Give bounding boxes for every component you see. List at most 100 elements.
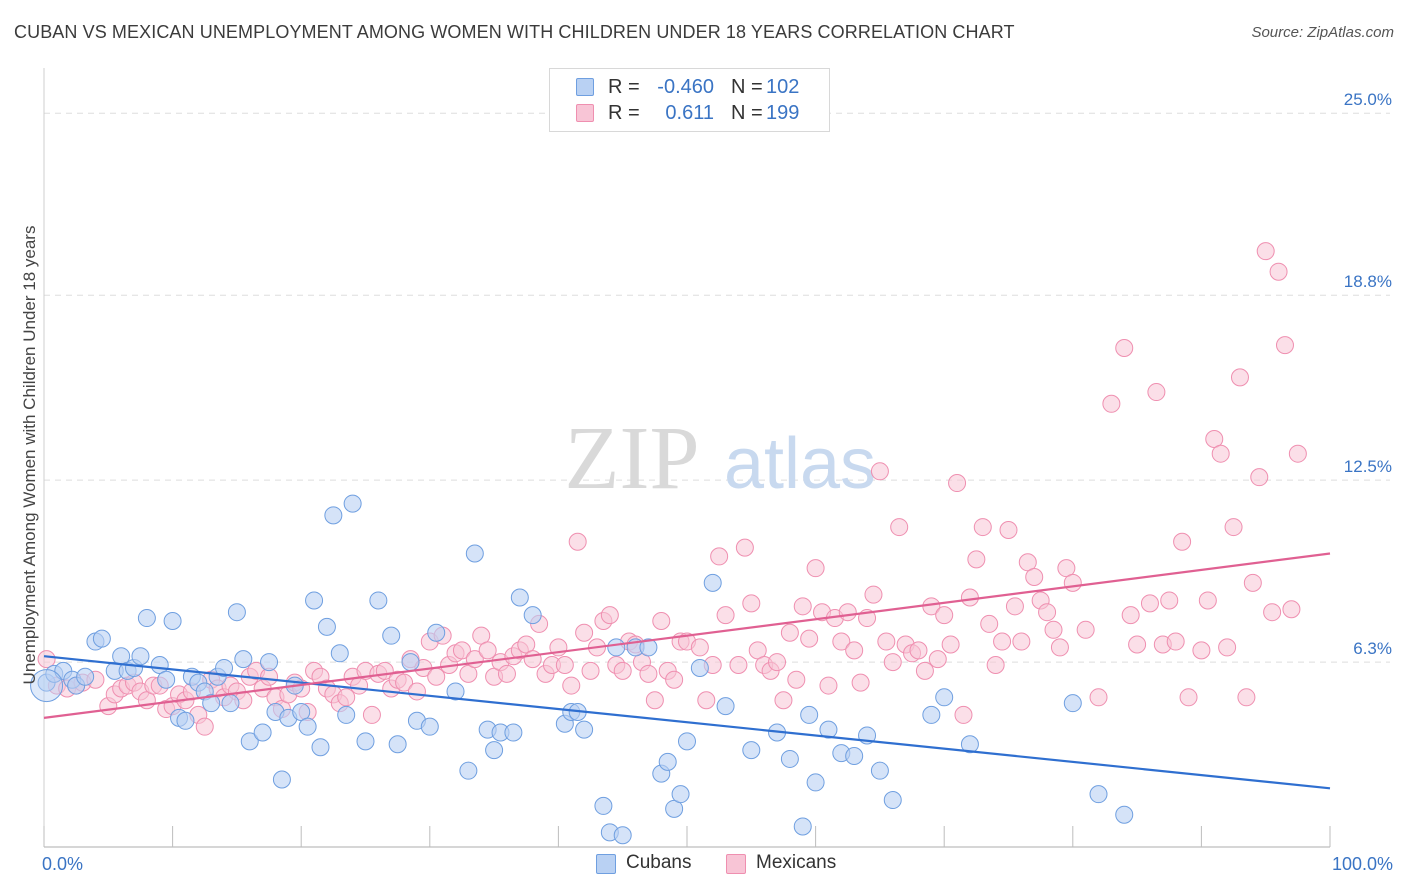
data-point-cubans: [510, 588, 529, 607]
data-point-cubans: [935, 688, 954, 707]
y-tick-label: 25.0%: [1344, 90, 1392, 109]
data-point-mexicans: [806, 559, 825, 578]
data-point-mexicans: [941, 635, 960, 654]
watermark-atlas: atlas: [724, 424, 876, 504]
data-point-cubans: [485, 741, 504, 760]
data-point-cubans: [780, 749, 799, 768]
data-point-mexicans: [768, 653, 787, 672]
data-point-mexicans: [1038, 603, 1057, 622]
data-point-cubans: [92, 629, 111, 648]
legend-row-cubans: R = -0.460 N = 102: [550, 76, 829, 100]
data-point-mexicans: [523, 650, 542, 669]
data-point-cubans: [845, 747, 864, 766]
data-point-mexicans: [729, 656, 748, 675]
data-point-cubans: [343, 494, 362, 513]
data-point-mexicans: [1076, 620, 1095, 639]
data-point-mexicans: [800, 629, 819, 648]
data-point-mexicans: [1115, 339, 1134, 358]
data-point-cubans-large: [30, 669, 64, 703]
x-tick-label: 0.0%: [42, 854, 83, 874]
data-point-mexicans: [395, 673, 414, 692]
data-point-mexicans: [993, 632, 1012, 651]
data-point-mexicans: [1179, 688, 1198, 707]
data-point-mexicans: [1166, 632, 1185, 651]
watermark: ZIP atlas: [565, 409, 877, 508]
data-point-mexicans: [1224, 518, 1243, 537]
trend-lines: [43, 552, 1331, 790]
legend-n-value: 102: [766, 76, 800, 98]
data-point-mexicans: [581, 661, 600, 680]
data-point-cubans: [1063, 694, 1082, 713]
data-point-cubans: [388, 735, 407, 754]
data-point-mexicans: [716, 606, 735, 625]
legend-swatch-cubans: [596, 854, 616, 874]
data-point-mexicans: [954, 705, 973, 724]
data-point-mexicans: [1089, 688, 1108, 707]
data-point-mexicans: [1256, 242, 1275, 261]
data-point-mexicans: [928, 650, 947, 669]
data-point-mexicans: [870, 462, 889, 481]
data-point-mexicans: [337, 688, 356, 707]
data-point-cubans: [227, 603, 246, 622]
data-point-mexicans: [832, 632, 851, 651]
data-point-cubans: [420, 717, 439, 736]
data-point-cubans: [298, 717, 317, 736]
y-tick-label: 6.3%: [1353, 639, 1392, 658]
data-point-mexicans: [960, 588, 979, 607]
data-point-mexicans: [774, 691, 793, 710]
data-point-mexicans: [1263, 603, 1282, 622]
data-point-mexicans: [999, 521, 1018, 540]
data-point-cubans: [594, 796, 613, 815]
data-point-cubans: [330, 644, 349, 663]
series-legend: Cubans Mexicans: [596, 852, 856, 878]
data-point-mexicans: [427, 667, 446, 686]
data-point-mexicans: [973, 518, 992, 537]
data-point-cubans: [465, 544, 484, 563]
y-tick-labels: 6.3% 12.5% 18.8% 25.0%: [1344, 90, 1392, 658]
data-point-cubans: [742, 741, 761, 760]
data-point-cubans: [716, 697, 735, 716]
data-point-mexicans: [1160, 591, 1179, 610]
data-point-mexicans: [735, 538, 754, 557]
data-point-cubans: [639, 638, 658, 657]
data-point-cubans: [446, 682, 465, 701]
data-point-cubans: [240, 732, 259, 751]
legend-r-value: -0.460: [657, 76, 714, 98]
data-point-cubans: [157, 670, 176, 689]
data-point-mexicans: [555, 656, 574, 675]
data-point-cubans: [459, 761, 478, 780]
data-point-cubans: [337, 705, 356, 724]
series-mexicans: [37, 242, 1307, 736]
y-axis-label: Unemployment Among Women with Children U…: [20, 225, 39, 685]
data-point-mexicans: [780, 623, 799, 642]
data-point-mexicans: [877, 632, 896, 651]
x-tick-label: 100.0%: [1332, 854, 1393, 874]
data-point-mexicans: [1102, 394, 1121, 413]
data-point-cubans: [317, 617, 336, 636]
legend-r-label: R =: [608, 76, 640, 98]
data-point-cubans: [234, 650, 253, 669]
data-point-cubans: [819, 720, 838, 739]
data-point-mexicans: [838, 603, 857, 622]
data-point-mexicans: [1243, 573, 1262, 592]
data-point-mexicans: [967, 550, 986, 569]
data-point-cubans: [131, 647, 150, 666]
data-point-cubans: [703, 573, 722, 592]
data-point-mexicans: [1192, 641, 1211, 660]
data-point-cubans: [324, 506, 343, 525]
data-point-mexicans: [1140, 594, 1159, 613]
axes: [43, 68, 1331, 848]
data-point-mexicans: [1237, 688, 1256, 707]
data-point-mexicans: [665, 670, 684, 689]
data-point-mexicans: [1282, 600, 1301, 619]
data-point-cubans: [523, 606, 542, 625]
data-point-mexicans: [407, 682, 426, 701]
data-point-cubans: [401, 653, 420, 672]
data-point-cubans: [613, 826, 632, 845]
data-point-mexicans: [613, 661, 632, 680]
data-point-cubans: [382, 626, 401, 645]
data-point-cubans: [960, 735, 979, 754]
data-point-mexicans: [575, 623, 594, 642]
data-point-cubans: [575, 720, 594, 739]
data-point-mexicans: [819, 676, 838, 695]
